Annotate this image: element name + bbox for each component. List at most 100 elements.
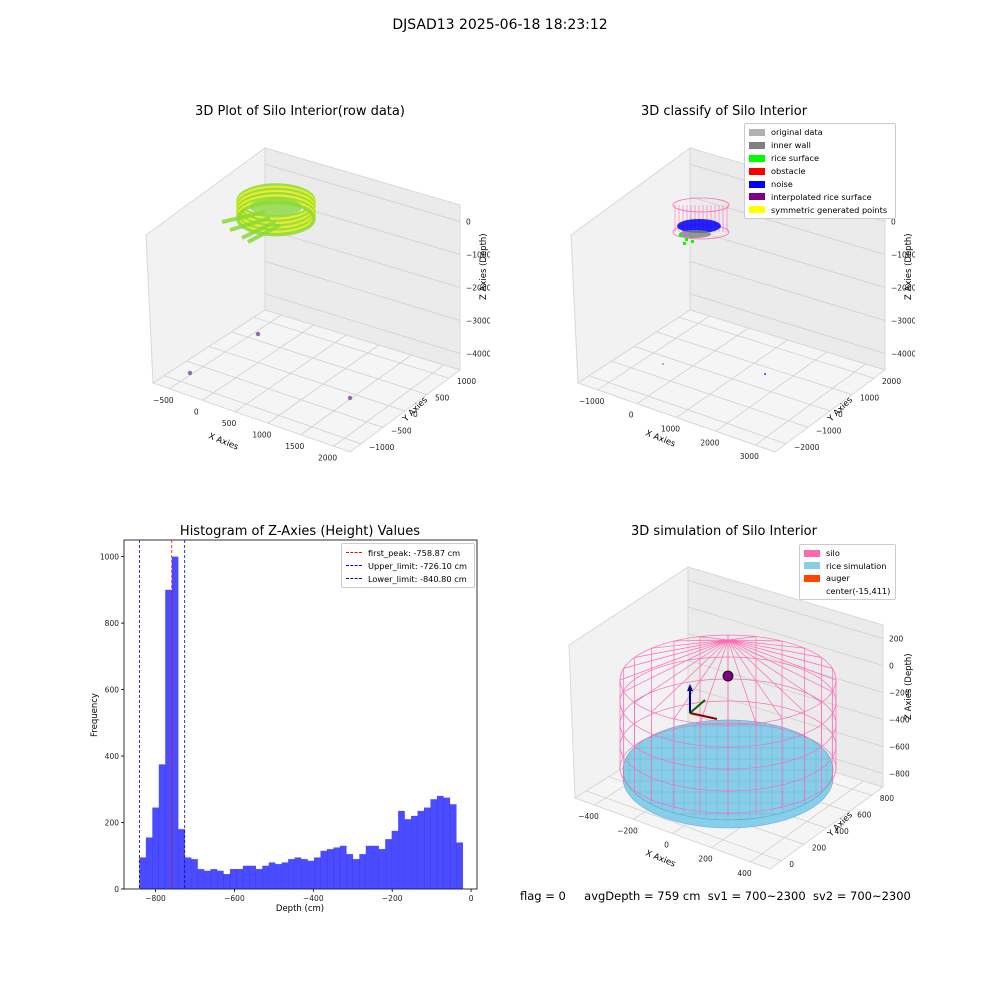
status-sv2: sv2 = 700~2300 [812, 889, 911, 903]
panel2-xtick: −1000 [579, 397, 605, 406]
legend-line-swatch [346, 578, 362, 579]
panel1-xtick: 1500 [285, 442, 304, 451]
panel2-legend: original data inner wall rice surface obsta… [744, 123, 896, 219]
legend-entry: original data [749, 126, 891, 139]
histogram-bar [423, 807, 431, 889]
histogram-bar [158, 764, 166, 889]
panel4-3d-simulation: −400 −200 0 200 400 800 600 400 200 0 200 0 −200 −400… [568, 566, 914, 878]
panel2-title: 3D classify of Silo Interior [640, 104, 808, 119]
panel4-xtick: 400 [737, 869, 752, 878]
silo-ring [619, 700, 837, 792]
panel2-xtick: 3000 [740, 452, 759, 461]
histogram-bar [184, 857, 192, 889]
panel4-ztick: 0 [889, 662, 894, 671]
histogram-bar [391, 830, 399, 889]
panel2-ytick: 2000 [882, 377, 901, 386]
panel2-ztick: −3000 [891, 317, 915, 326]
cylinder-top [672, 197, 730, 213]
rice-spur [247, 223, 281, 244]
legend-line-swatch [346, 552, 362, 553]
histogram-bar [139, 857, 147, 889]
legend-swatch [749, 128, 765, 136]
legend-entry: symmetric generated points [749, 203, 891, 216]
panel1-xlabel: X Axies [207, 432, 240, 453]
histogram-bar [268, 862, 276, 889]
rice-surface-point [691, 240, 694, 243]
legend-label: noise [771, 179, 793, 189]
panel1-ytick: −500 [391, 426, 412, 435]
figure-title: DJSAD13 2025-06-18 18:23:12 [392, 17, 608, 33]
panel2-ztick: −4000 [891, 350, 915, 359]
legend-line-swatch [346, 565, 362, 566]
outlier-point [347, 395, 353, 401]
silo-roof-line [727, 639, 822, 658]
histogram-bar [178, 829, 185, 889]
legend-entry: silo [804, 547, 891, 560]
histogram-bar [288, 859, 295, 889]
rice-surface-point [679, 234, 682, 237]
histogram-bar [210, 869, 218, 889]
panel4-ytick: 600 [857, 811, 872, 820]
histogram-bar [378, 849, 386, 889]
silo-roof-line [727, 639, 805, 713]
histogram-bar [359, 854, 366, 889]
panel4-xtick: −400 [578, 812, 599, 821]
histogram-bar [294, 857, 302, 889]
legend-swatch [749, 141, 765, 149]
panel4-title: 3D simulation of Silo Interior [631, 524, 817, 539]
histogram-bar [314, 857, 321, 889]
histogram-bar [255, 869, 263, 889]
histogram-legend-entry: first_peak: -758.87 cm [346, 546, 470, 559]
histogram-bar [236, 869, 244, 889]
legend-swatch [749, 167, 765, 175]
rice-spur [241, 220, 276, 240]
histogram-ytick-label: 0 [114, 885, 119, 894]
legend-label: center(-15,411) [826, 585, 891, 596]
panel1-xtick: −500 [153, 396, 174, 405]
legend-entry: obstacle [749, 165, 891, 178]
histogram-bar [411, 815, 418, 889]
silo-roof-line [673, 639, 729, 720]
panel3-title: Histogram of Z-Axies (Height) Values [179, 524, 421, 539]
panel4-xtick: 200 [698, 855, 713, 864]
rice-spur [221, 210, 266, 224]
panel4-xtick: 0 [664, 841, 669, 850]
panel1-xtick: 2000 [318, 453, 337, 462]
histogram-bar [456, 842, 464, 889]
legend-swatch [804, 574, 820, 582]
legend-swatch [804, 549, 820, 557]
histogram-bar [152, 807, 159, 889]
panel4-ytick: 400 [835, 827, 850, 836]
histogram-bar [385, 839, 392, 889]
histogram-bar [242, 865, 250, 889]
panel4-ytick: 0 [789, 860, 794, 869]
panel1-xtick: 0 [194, 407, 199, 416]
histogram-xtick-label: −600 [224, 894, 245, 903]
histogram-bar [223, 874, 231, 889]
panel4-ytick: 800 [880, 794, 895, 803]
histogram-bar [346, 854, 354, 889]
histogram-bar [191, 859, 198, 889]
panel2-xtick: 2000 [700, 438, 719, 447]
histogram-bar [372, 845, 379, 889]
panel4-ztick: 200 [889, 635, 904, 644]
panel1-rice-ring [221, 183, 316, 244]
legend-label: first_peak: -758.87 cm [368, 547, 461, 558]
panel2-zlabel: Z Axies (Depth) [904, 233, 914, 300]
legend-entry: center(-15,411) [804, 585, 891, 598]
silo-roof-line [651, 639, 729, 649]
panel2-xtick: 1000 [661, 425, 680, 434]
auger-axis-x [689, 712, 718, 720]
histogram-bar [443, 797, 451, 889]
silo-roof-line [727, 639, 822, 703]
panel2-classified-points [662, 197, 766, 375]
panel4-ztick: −600 [889, 743, 910, 752]
outlier-point [187, 370, 193, 376]
histogram-bar [301, 859, 308, 889]
legend-label: symmetric generated points [771, 204, 888, 215]
panel1-3d-scatter: −500050010001500200010005000−500−10000−1… [145, 147, 490, 462]
panel2-ztick: −1000 [891, 251, 915, 260]
panel2-ztick: −2000 [891, 284, 915, 293]
histogram-legend: first_peak: -758.87 cm Upper_limit: -726.… [341, 543, 475, 588]
panel1-ztick: −1000 [466, 251, 490, 260]
